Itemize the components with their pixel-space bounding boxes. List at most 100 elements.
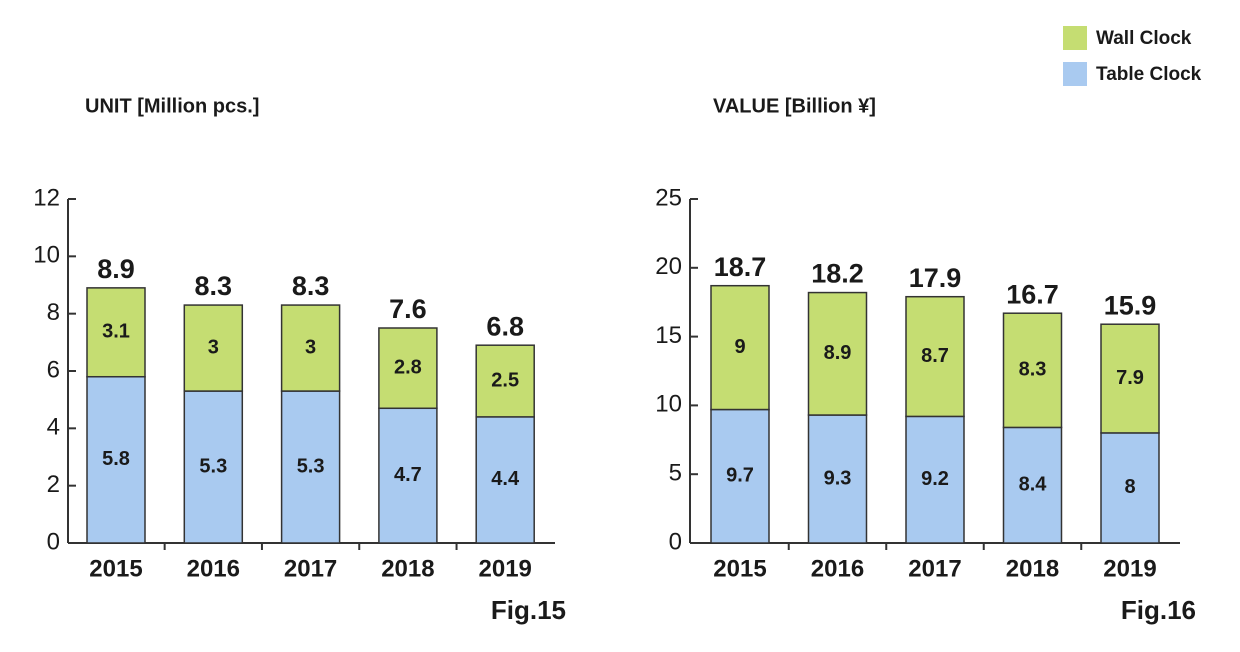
y-tick-label: 0	[669, 528, 682, 555]
x-tick-label: 2015	[89, 555, 142, 582]
legend-label: Wall Clock	[1096, 28, 1192, 49]
bar-group: 8.9	[807, 291, 868, 416]
bar-segment	[280, 390, 341, 544]
value-label: 5.3	[297, 455, 325, 477]
value-label: 5.3	[199, 455, 227, 477]
x-tick-label: 2016	[187, 555, 240, 582]
bar-group: 8.7	[905, 295, 965, 418]
value-label: 8.3	[1019, 359, 1047, 381]
bar-group: 4.4	[475, 416, 535, 544]
bar-segment	[183, 390, 244, 544]
bar-segment	[378, 407, 438, 544]
bar-group: 8.3	[1002, 312, 1063, 429]
value-label: 2.8	[394, 356, 422, 378]
x-tick-label: 2017	[284, 555, 337, 582]
total-label: 7.6	[389, 294, 427, 324]
y-tick-label: 20	[655, 253, 682, 280]
bar-group: 7.9	[1100, 323, 1160, 434]
bar-group: 9	[710, 284, 770, 411]
legend-label: Table Clock	[1096, 64, 1202, 85]
total-label: 18.7	[714, 252, 767, 282]
bar-segment	[807, 414, 868, 544]
y-tick-label: 6	[47, 356, 60, 383]
bar-segment	[710, 408, 770, 544]
bar-segment	[1100, 432, 1160, 544]
value-label: 8.4	[1019, 473, 1048, 495]
bar-group: 8.4	[1002, 426, 1063, 544]
x-tick-label: 2019	[1103, 555, 1156, 582]
value-label: 8	[1124, 476, 1135, 498]
y-tick-label: 15	[655, 322, 682, 349]
value-label: 8.7	[921, 345, 949, 367]
x-tick-label: 2017	[908, 555, 961, 582]
bar-group: 9.3	[807, 414, 868, 544]
value-label: 8.9	[824, 342, 852, 364]
bar-segment	[183, 304, 244, 392]
total-label: 18.2	[811, 259, 864, 289]
y-tick-label: 12	[33, 184, 60, 211]
caption: Fig.15	[491, 595, 566, 625]
bar-group: 3	[280, 304, 341, 392]
total-label: 17.9	[909, 263, 962, 293]
value-label: 4.7	[394, 464, 422, 486]
bar-segment	[280, 304, 341, 392]
total-label: 8.3	[195, 271, 233, 301]
y-tick-label: 25	[655, 184, 682, 211]
bar-segment	[710, 284, 770, 411]
bar-segment	[475, 416, 535, 544]
y-tick-label: 10	[33, 242, 60, 269]
x-tick-label: 2015	[713, 555, 766, 582]
bar-segment	[378, 327, 438, 410]
chart-title: UNIT [Million pcs.]	[85, 95, 259, 117]
x-tick-label: 2019	[479, 555, 532, 582]
y-tick-label: 0	[47, 528, 60, 555]
y-tick-label: 5	[669, 460, 682, 487]
total-label: 8.3	[292, 271, 330, 301]
y-tick-label: 4	[47, 414, 60, 441]
value-label: 3	[208, 336, 219, 358]
value-label: 5.8	[102, 448, 130, 470]
value-label: 9.2	[921, 468, 949, 490]
y-tick-label: 10	[655, 391, 682, 418]
chart-title: VALUE [Billion ¥]	[713, 95, 876, 117]
x-tick-label: 2018	[381, 555, 434, 582]
value-label: 3.1	[102, 321, 130, 343]
bar-group: 8	[1100, 432, 1160, 544]
value-label: 9.3	[824, 467, 852, 489]
y-tick-label: 2	[47, 471, 60, 498]
bar-segment	[86, 287, 146, 378]
value-label: 3	[305, 336, 316, 358]
bar-group: 9.7	[710, 408, 770, 544]
value-label: 7.9	[1116, 367, 1144, 389]
total-label: 16.7	[1006, 279, 1059, 309]
bar-segment	[475, 344, 535, 418]
bar-segment	[1100, 323, 1160, 434]
total-label: 15.9	[1104, 290, 1157, 320]
bar-segment	[807, 291, 868, 416]
caption: Fig.16	[1121, 595, 1196, 625]
bar-group: 2.8	[378, 327, 438, 410]
bar-group: 5.8	[86, 375, 146, 544]
bar-group: 9.2	[905, 415, 965, 544]
x-tick-label: 2016	[811, 555, 864, 582]
legend-swatch	[1063, 62, 1087, 86]
bar-segment	[1002, 312, 1063, 429]
value-label: 4.4	[491, 468, 520, 490]
bar-segment	[905, 415, 965, 544]
value-label: 9	[734, 336, 745, 358]
x-tick-label: 2018	[1006, 555, 1059, 582]
value-label: 2.5	[491, 369, 519, 391]
bar-group: 3	[183, 304, 244, 392]
bar-group: 3.1	[86, 287, 146, 378]
y-tick-label: 8	[47, 299, 60, 326]
bar-group: 5.3	[280, 390, 341, 544]
total-label: 8.9	[97, 254, 135, 284]
bar-group: 2.5	[475, 344, 535, 418]
value-label: 9.7	[726, 465, 754, 487]
legend-swatch	[1063, 26, 1087, 50]
bar-group: 4.7	[378, 407, 438, 544]
bar-group: 5.3	[183, 390, 244, 544]
bar-segment	[905, 295, 965, 418]
